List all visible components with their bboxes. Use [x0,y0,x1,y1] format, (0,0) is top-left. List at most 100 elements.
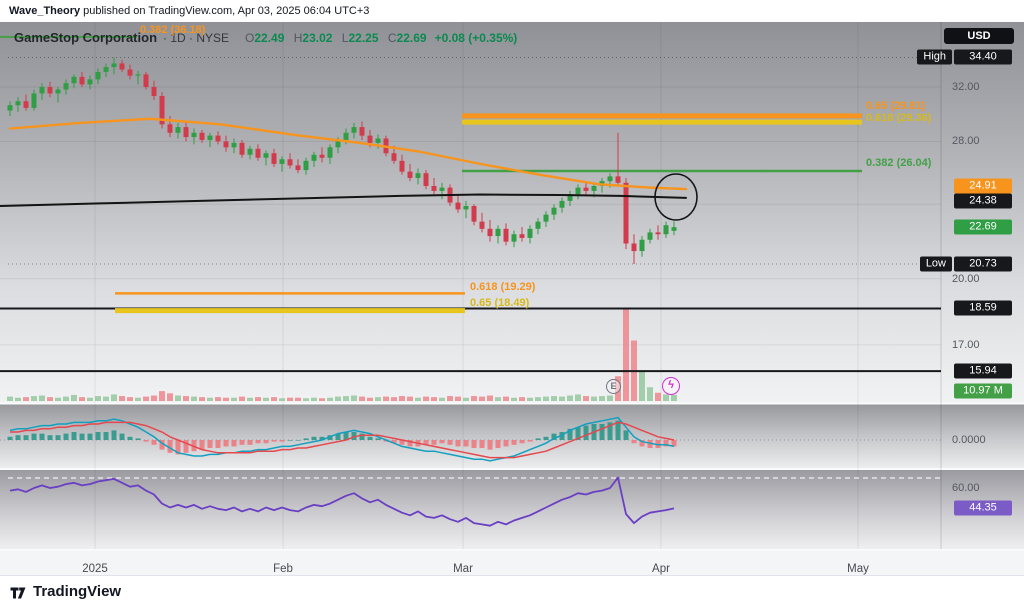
volume-bar [647,387,653,401]
macd-bar [7,436,13,440]
volume-bar [495,397,501,401]
volume-bar [663,394,669,401]
candle [199,132,205,140]
time-axis[interactable] [0,550,1024,575]
macd-bar [399,440,405,445]
volume-bar [575,394,581,401]
macd-bar [175,440,181,455]
macd-bar [367,436,373,440]
candle [359,127,365,136]
time-axis-bg [0,550,1024,575]
tradingview-logo-icon[interactable] [9,583,27,601]
chart-canvas[interactable] [0,22,1024,575]
candle [623,182,629,244]
candle [167,124,173,133]
candle [87,79,93,85]
volume-bar [255,397,261,401]
volume-bar [559,396,565,401]
macd-bar [623,430,629,440]
macd-bar [535,438,541,440]
macd-bar [351,432,357,440]
macd-bar [335,433,341,440]
macd-bar [615,420,621,440]
candle [415,173,421,178]
rsi-line [9,476,675,527]
macd-bar [599,424,605,440]
ellipse-annotation[interactable] [654,173,698,221]
candle [23,101,29,108]
price-axis[interactable] [941,22,1024,549]
macd-bar [271,440,277,442]
volume-bar [31,396,37,401]
rsi-pane-bg [0,470,1024,549]
candle [63,83,69,90]
macd-bar [527,440,533,442]
macd-bar [223,440,229,447]
macd-bar [671,440,677,447]
ma-fast-line [8,117,688,191]
main-pane-bg [0,22,1024,403]
macd-bar [447,440,453,445]
macd-bar [519,440,525,444]
volume-bar [175,395,181,401]
macd-bar [511,440,517,445]
candle [519,234,525,238]
candle [399,160,405,172]
author-link[interactable]: Wave_Theory [9,5,81,17]
volume-bar [95,396,101,401]
candle [663,225,669,235]
macd-bar [423,440,429,445]
volume-bar [103,396,109,401]
macd-bar [311,436,317,440]
pane-separator[interactable] [0,402,1024,405]
macd-bar [287,440,293,441]
macd-bar [607,422,613,440]
candle [639,239,645,252]
macd-bar [263,440,269,444]
candle [311,154,317,161]
candle [471,205,477,222]
macd-bar [135,438,141,440]
candle [287,159,293,166]
candle [511,234,517,242]
candle [135,74,141,76]
macd-bar [231,440,237,447]
macd-bar [279,440,285,442]
volume-bar [239,396,245,401]
volume-bar [439,397,445,401]
candle [551,207,557,215]
candle [39,86,45,94]
vertical-gridlines [94,22,859,549]
candle [479,221,485,229]
volume-bar [567,395,573,401]
candle [495,228,501,237]
candle [127,69,133,76]
candle [631,243,637,252]
volume-bar [279,398,285,401]
horizontal-gridlines [0,86,941,346]
candle [71,76,77,84]
volume-bar [455,396,461,401]
volume-bar [399,396,405,401]
candle [279,159,285,164]
candle [183,127,189,138]
candle [255,148,261,158]
ma-slow-line [0,193,687,207]
macd-bar [31,433,37,440]
volume-bar [551,396,557,401]
volume-bar [671,394,677,401]
volume-bar [527,397,533,401]
chart-area[interactable]: GameStop Corporation · 1D · NYSE O22.49 … [0,22,1024,575]
pane-separator[interactable] [0,468,1024,470]
volume-bar [375,397,381,401]
candle [535,221,541,229]
macd-bar [215,440,221,448]
volume-bar [143,396,149,401]
candle [527,228,533,238]
candle [367,135,373,143]
candle [407,171,413,178]
macd-bar [463,440,469,447]
macd-bar [583,425,589,440]
volume-bar [183,396,189,401]
tradingview-brand[interactable]: TradingView [33,583,122,600]
